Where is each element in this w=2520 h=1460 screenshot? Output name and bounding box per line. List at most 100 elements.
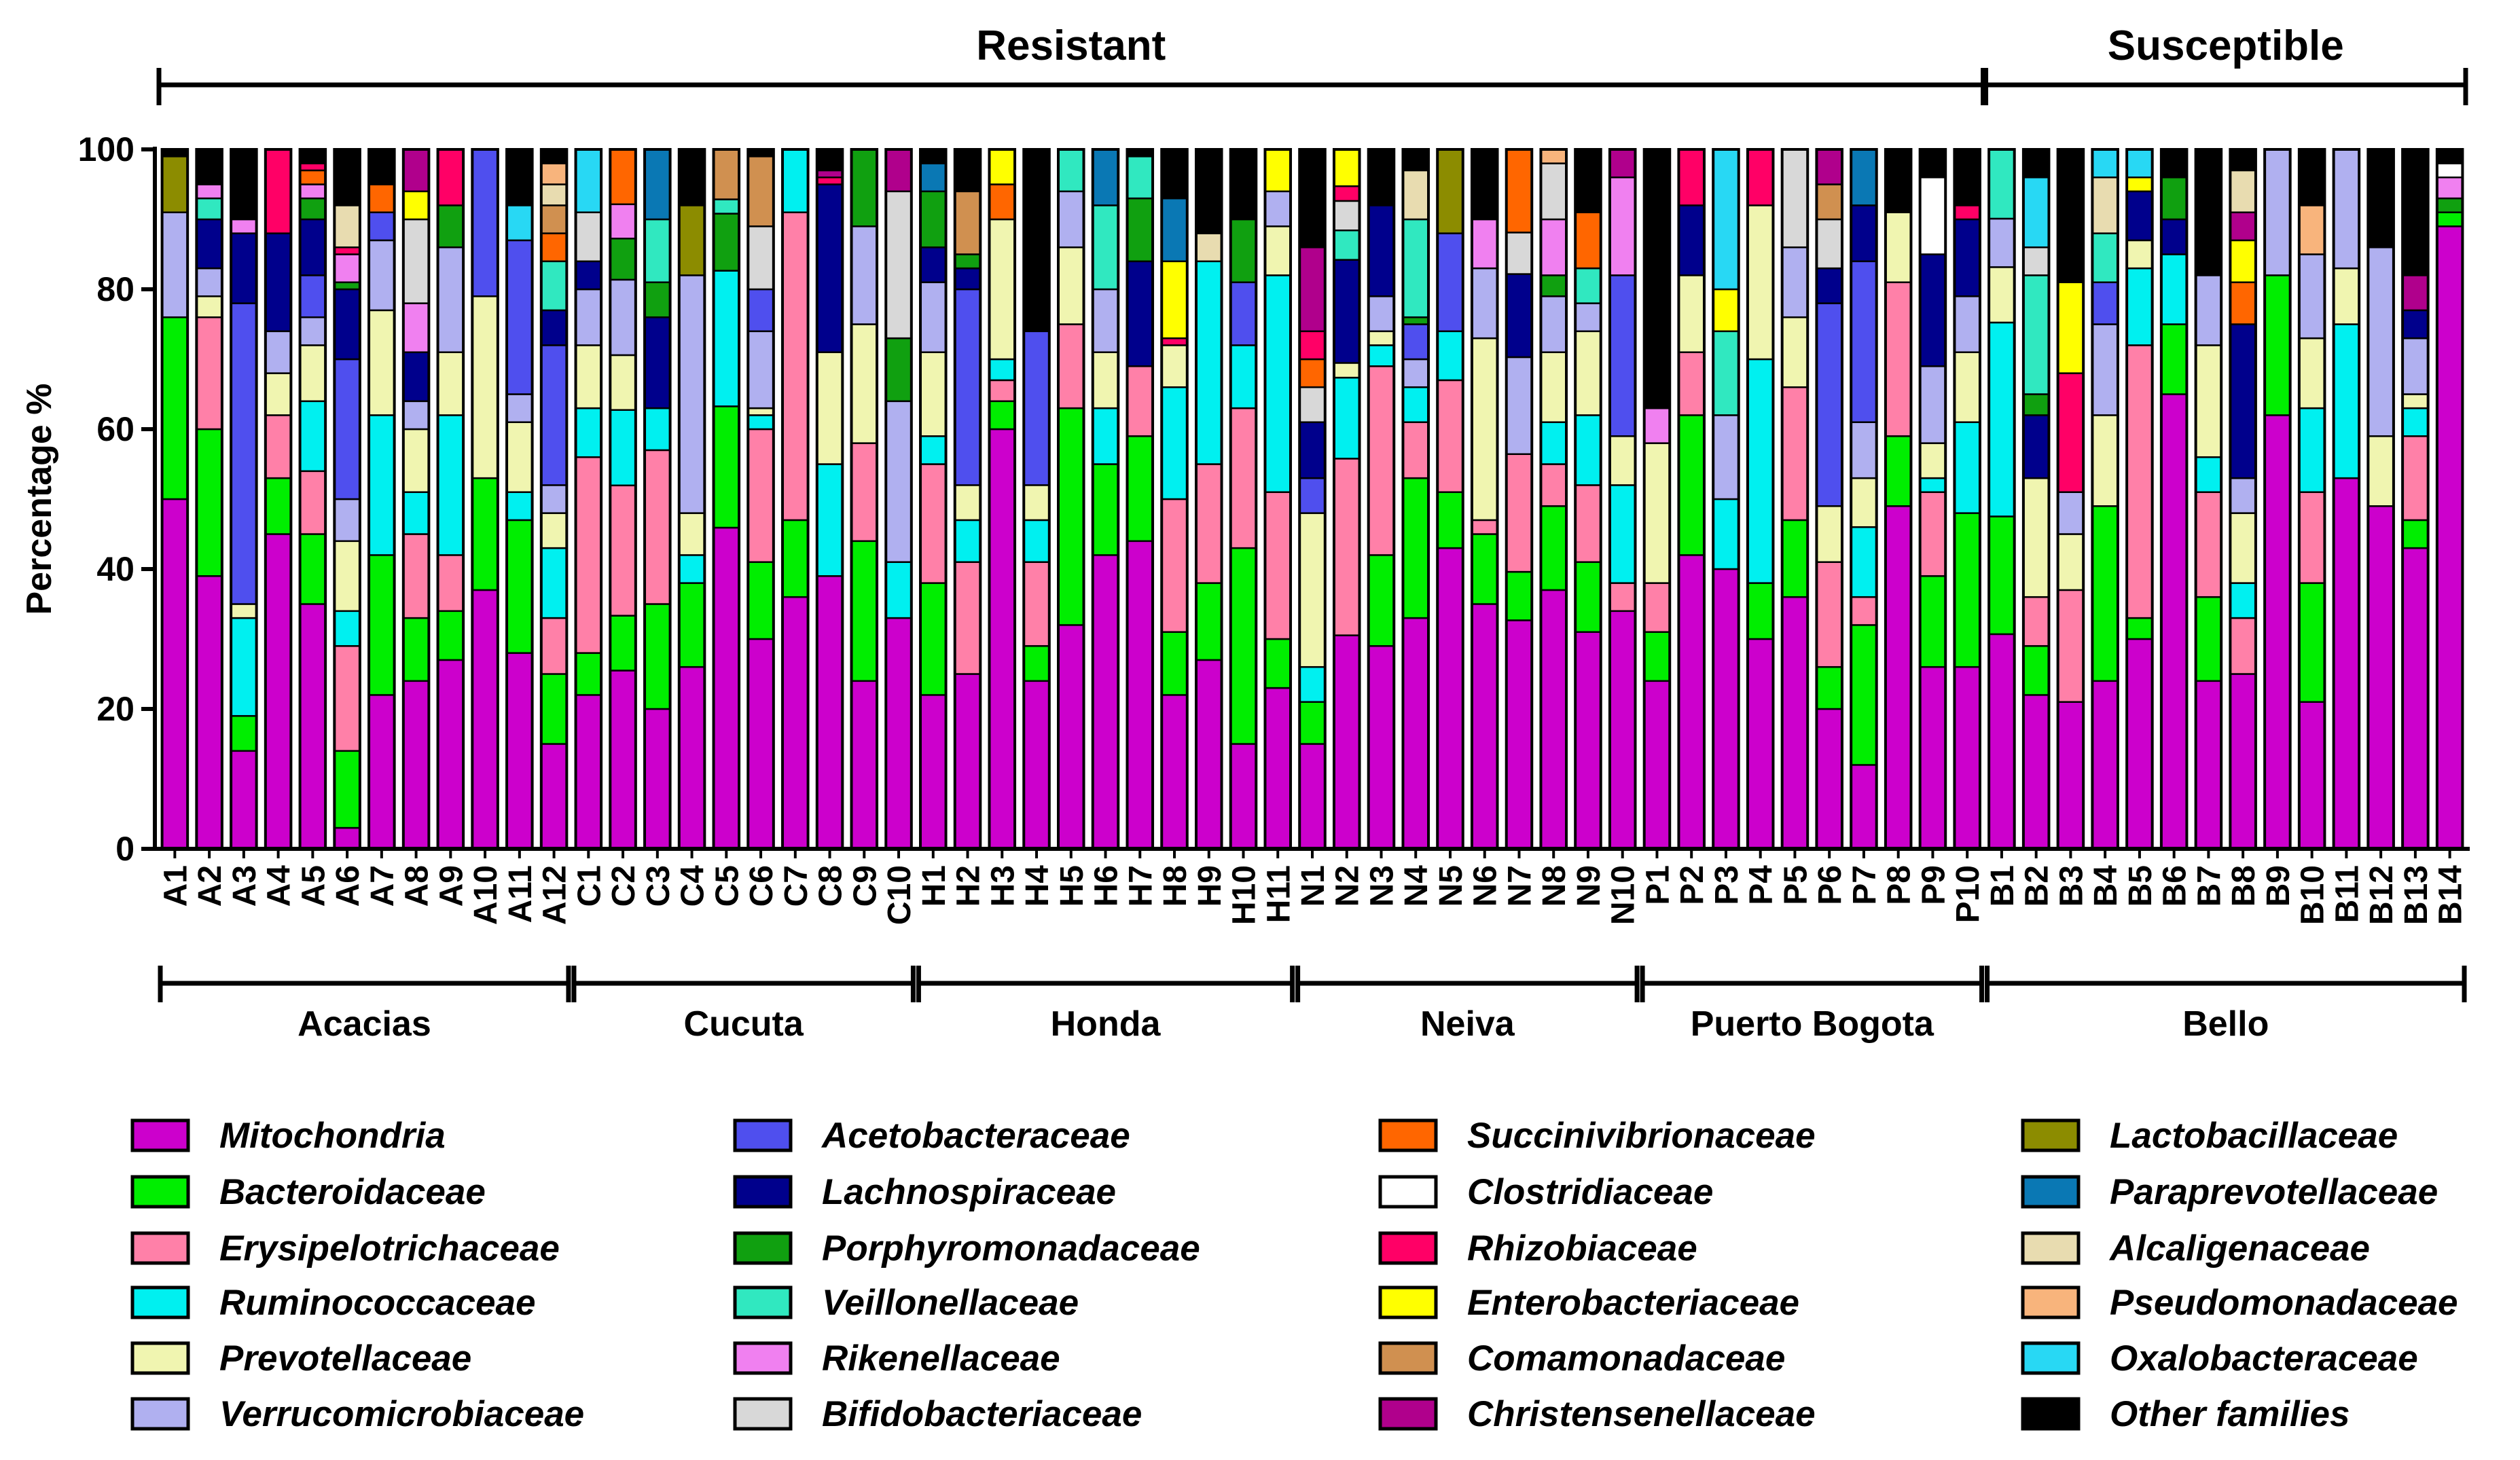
legend-item-oxalobacteraceae: Oxalobacteraceae bbox=[2021, 1338, 2418, 1379]
segment-H4-mitochondria bbox=[1023, 680, 1051, 850]
x-tick-label: B3 bbox=[2053, 865, 2089, 907]
segment-N3-erysipelotrichaceae bbox=[1367, 365, 1395, 556]
segment-B14-clostridiaceae bbox=[2436, 162, 2464, 179]
segment-H11-verrucomicrobiaceae bbox=[1264, 190, 1292, 227]
segment-H2-ruminococcaceae bbox=[954, 519, 982, 563]
segment-C1-bifidobacteriaceae bbox=[575, 211, 602, 263]
segment-C1-prevotellaceae bbox=[575, 344, 602, 409]
segment-C8-prevotellaceae bbox=[816, 351, 844, 465]
segment-H2-lachnospiraceae bbox=[954, 267, 982, 291]
segment-A3-bacteroidaceae bbox=[230, 715, 257, 752]
x-tick-label: H4 bbox=[1020, 865, 1056, 907]
segment-H7-bacteroidaceae bbox=[1126, 435, 1154, 543]
segment-B10-verrucomicrobiaceae bbox=[2298, 253, 2326, 340]
segment-N1-prevotellaceae bbox=[1298, 512, 1327, 668]
segment-H5-mitochondria bbox=[1057, 624, 1085, 850]
segment-B5-mitochondria bbox=[2125, 638, 2153, 850]
segment-H5-verrucomicrobiaceae bbox=[1057, 190, 1085, 249]
segment-C5-comamonadaceae bbox=[713, 148, 740, 200]
segment-N8-ruminococcaceae bbox=[1540, 421, 1568, 465]
segment-C1-lachnospiraceae bbox=[575, 260, 602, 291]
legend-label: Clostridiaceae bbox=[1467, 1172, 1713, 1212]
segment-N4-ruminococcaceae bbox=[1402, 386, 1430, 423]
legend-item-mitochondria: Mitochondria bbox=[130, 1116, 446, 1156]
x-tick-label: A10 bbox=[468, 865, 504, 925]
segment-B9-bacteroidaceae bbox=[2263, 274, 2291, 416]
legend-item-verrucomicrobiaceae: Verrucomicrobiaceae bbox=[130, 1394, 584, 1434]
bar-N4 bbox=[1401, 148, 1430, 850]
segment-B13-verrucomicrobiaceae bbox=[2401, 337, 2429, 395]
legend-label: Verrucomicrobiaceae bbox=[219, 1394, 584, 1434]
bar-A5 bbox=[298, 148, 327, 850]
segment-H9-mitochondria bbox=[1195, 659, 1223, 850]
segment-C2-erysipelotrichaceae bbox=[609, 484, 637, 617]
segment-P7-mitochondria bbox=[1850, 764, 1877, 850]
segment-B1-ruminococcaceae bbox=[1987, 321, 2015, 517]
legend-item-rikenellaceae: Rikenellaceae bbox=[733, 1338, 1060, 1379]
bar-B7 bbox=[2194, 148, 2223, 850]
segment-P7-prevotellaceae bbox=[1850, 477, 1877, 528]
segment-C1-mitochondria bbox=[575, 694, 602, 850]
x-tick-label: P8 bbox=[1882, 865, 1918, 905]
legend-label: Other families bbox=[2110, 1394, 2350, 1434]
segment-A12-verrucomicrobiaceae bbox=[540, 484, 568, 514]
x-tick-label: P3 bbox=[1709, 865, 1745, 905]
x-tick-label: N3 bbox=[1364, 865, 1400, 907]
segment-C9-bacteroidaceae bbox=[850, 540, 878, 682]
legend-label: Mitochondria bbox=[219, 1116, 446, 1156]
x-tick-label: P2 bbox=[1674, 865, 1710, 905]
segment-C1-oxalobacteraceae bbox=[575, 148, 602, 213]
segment-A6-ruminococcaceae bbox=[334, 610, 361, 647]
segment-N10-ruminococcaceae bbox=[1608, 484, 1636, 584]
x-tick-label: B4 bbox=[2088, 865, 2124, 907]
segment-P3-ruminococcaceae bbox=[1712, 498, 1740, 570]
x-tick-label: P5 bbox=[1778, 865, 1814, 905]
segment-A8-verrucomicrobiaceae bbox=[402, 400, 430, 431]
bar-P8 bbox=[1884, 148, 1913, 850]
segment-H7-erysipelotrichaceae bbox=[1126, 365, 1154, 437]
legend-swatch bbox=[2021, 1397, 2081, 1431]
segment-B2-other-families bbox=[2022, 148, 2050, 179]
segment-B8-other-families bbox=[2229, 148, 2257, 172]
segment-B4-bacteroidaceae bbox=[2091, 505, 2119, 682]
segment-H1-ruminococcaceae bbox=[919, 435, 947, 465]
segment-N1-mitochondria bbox=[1298, 743, 1327, 850]
segment-A10-bacteroidaceae bbox=[471, 477, 499, 591]
legend-label: Pseudomonadaceae bbox=[2110, 1283, 2458, 1323]
segment-B6-ruminococcaceae bbox=[2160, 253, 2188, 325]
segment-B8-succinivibrionaceae bbox=[2229, 281, 2257, 325]
x-tick-label: N6 bbox=[1468, 865, 1504, 907]
segment-B12-verrucomicrobiaceae bbox=[2367, 246, 2395, 437]
segment-C8-ruminococcaceae bbox=[816, 463, 844, 577]
legend-item-porphyromonadaceae: Porphyromonadaceae bbox=[733, 1228, 1200, 1269]
segment-P9-mitochondria bbox=[1919, 665, 1947, 850]
segment-A3-acetobacteraceae bbox=[230, 302, 257, 605]
x-tick-label: P1 bbox=[1640, 865, 1676, 905]
bar-P2 bbox=[1677, 148, 1706, 850]
legend-swatch bbox=[1378, 1285, 1438, 1319]
segment-B13-lachnospiraceae bbox=[2401, 309, 2429, 340]
legend-label: Lactobacillaceae bbox=[2110, 1116, 2398, 1156]
segment-B10-bacteroidaceae bbox=[2298, 582, 2326, 703]
segment-H10-mitochondria bbox=[1229, 743, 1257, 850]
segment-B8-enterobacteriaceae bbox=[2229, 239, 2257, 283]
segment-A6-prevotellaceae bbox=[334, 540, 361, 613]
segment-C5-porphyromonadaceae bbox=[713, 213, 740, 272]
segment-B6-bacteroidaceae bbox=[2160, 323, 2188, 395]
segment-N3-bacteroidaceae bbox=[1367, 554, 1395, 647]
segment-H11-enterobacteriaceae bbox=[1264, 148, 1292, 193]
segment-H1-lachnospiraceae bbox=[919, 246, 947, 283]
legend-label: Oxalobacteraceae bbox=[2110, 1338, 2418, 1379]
segment-C2-rikenellaceae bbox=[609, 203, 637, 240]
legend-item-comamonadaceae: Comamonadaceae bbox=[1378, 1338, 1785, 1379]
x-tick-label: B12 bbox=[2364, 865, 2400, 925]
segment-C4-verrucomicrobiaceae bbox=[678, 274, 706, 514]
segment-N4-erysipelotrichaceae bbox=[1402, 421, 1430, 479]
segment-A3-rikenellaceae bbox=[230, 218, 257, 234]
segment-A6-alcaligenaceae bbox=[334, 204, 361, 249]
segment-C2-bacteroidaceae bbox=[609, 615, 637, 672]
segment-C9-prevotellaceae bbox=[850, 323, 878, 444]
segment-N5-lactobacillaceae bbox=[1436, 148, 1464, 234]
bracket-label: Puerto Bogota bbox=[1691, 1004, 1934, 1044]
segment-N1-rhizobiaceae bbox=[1298, 330, 1327, 361]
